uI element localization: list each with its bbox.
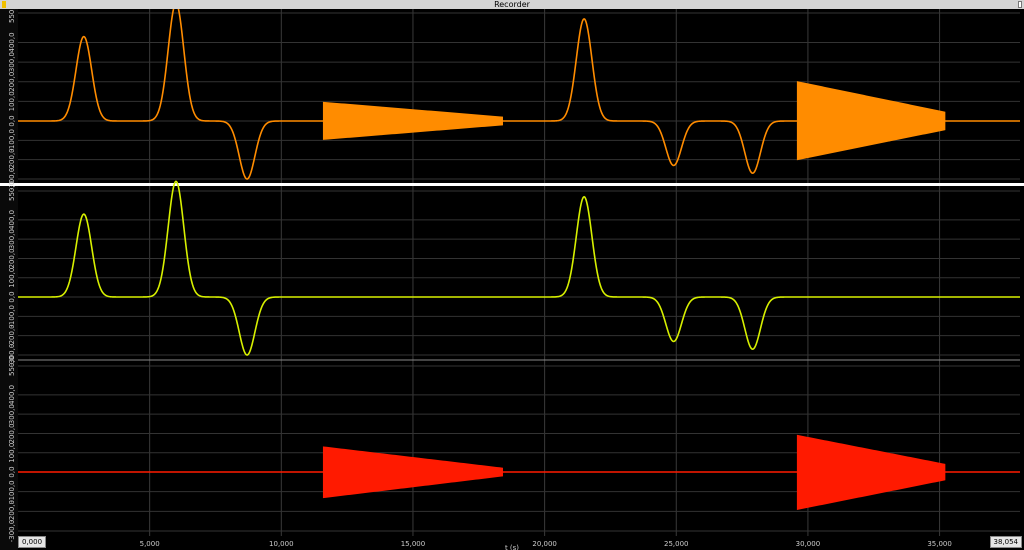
panel-splitter [0,183,1024,186]
y-tick-label: -100,0 [8,305,16,328]
y-tick-label: -200,0 [8,500,16,523]
recorder-plot[interactable]: 5,000 10,000 15,000 20,000 25,000 30,000 35,00… [0,9,1024,550]
y-tick-label: 550,0 [8,9,16,23]
y-tick-label: -300,0 [8,344,16,367]
y-tick-label: 0,0 [8,466,16,477]
y-tick-label: -300,0 [8,520,16,543]
y-tick-label: 0,0 [8,291,16,302]
y-tick-label: 400,0 [8,210,16,230]
y-tick-label: 400,0 [8,32,16,52]
y-tick-label: 200,0 [8,423,16,443]
y-tick-label: 100,0 [8,91,16,111]
y-tick-label: 0,0 [8,115,16,126]
window-title: Recorder [494,0,530,9]
oscillation-burst [796,81,946,161]
y-tick-label: 400,0 [8,385,16,405]
y-tick-label: 100,0 [8,268,16,288]
y-tick-label: -100,0 [8,480,16,503]
x-tick-label: 35,000 [927,540,952,548]
y-tick-label: -300,0 [8,168,16,191]
x-end-value[interactable]: 38,054 [989,536,1022,548]
oscillation-burst [322,446,503,499]
signal-trace [18,9,1020,180]
y-tick-label: 300,0 [8,404,16,424]
y-tick-label: 550,0 [8,356,16,376]
y-tick-label: 550,0 [8,181,16,201]
y-tick-label: 300,0 [8,52,16,72]
close-icon[interactable] [1018,1,1022,8]
signal-trace [18,180,1020,356]
y-tick-label: -200,0 [8,148,16,171]
y-tick-label: -100,0 [8,129,16,152]
x-tick-label: 25,000 [664,540,689,548]
title-bar: Recorder [0,0,1024,9]
oscillation-burst [796,434,946,510]
x-tick-label: 20,000 [532,540,557,548]
x-tick-label: 30,000 [796,540,821,548]
y-tick-label: 200,0 [8,72,16,92]
pin-icon[interactable] [2,1,6,8]
oscillation-burst [322,101,503,140]
y-tick-label: 100,0 [8,443,16,463]
x-start-value[interactable]: 0,000 [18,536,47,548]
x-tick-label: 15,000 [401,540,426,548]
y-tick-label: 300,0 [8,229,16,249]
x-axis-label: t (s) [505,544,519,550]
x-tick-label: 5,000 [140,540,160,548]
y-axis-strip [0,9,18,550]
y-tick-label: -200,0 [8,324,16,347]
y-tick-label: 200,0 [8,248,16,268]
x-tick-label: 10,000 [269,540,294,548]
